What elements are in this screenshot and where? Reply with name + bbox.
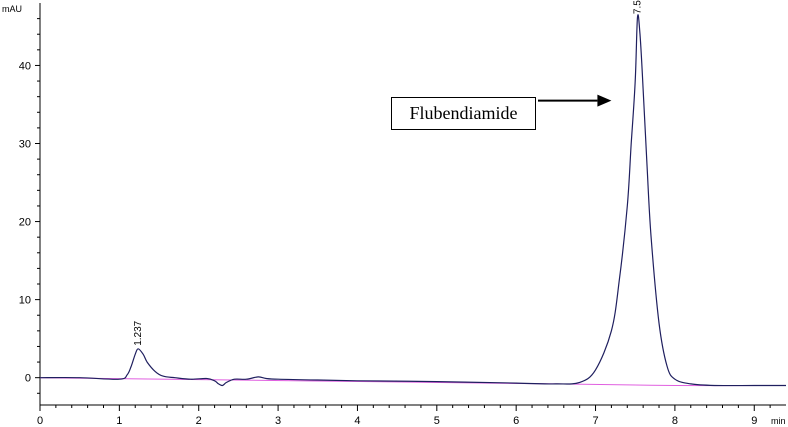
peak-labels: 1.237 7.529 — [133, 0, 643, 346]
x-tick-label: 4 — [354, 415, 360, 427]
signal-trace — [39, 14, 786, 387]
x-tick-label: 7 — [592, 415, 598, 427]
x-axis-ticks: 0 1 2 3 4 5 6 7 8 9 — [37, 405, 771, 427]
x-tick-label: 2 — [196, 415, 202, 427]
y-tick-label: 20 — [19, 217, 31, 229]
x-tick-label: 5 — [434, 415, 440, 427]
x-tick-label: 6 — [513, 415, 519, 427]
peak-retention-label: 7.529 — [633, 0, 644, 14]
chromatogram-traces — [39, 14, 787, 387]
y-tick-label: 0 — [25, 373, 31, 385]
callout-arrowhead — [597, 94, 612, 107]
peak-retention-label: 1.237 — [133, 320, 144, 345]
x-tick-label: 9 — [751, 415, 757, 427]
x-tick-label: 0 — [37, 415, 43, 427]
y-tick-label: 30 — [19, 139, 31, 151]
x-tick-label: 3 — [275, 415, 281, 427]
y-axis-ticks: 0 10 20 30 40 — [19, 18, 40, 394]
x-tick-label: 8 — [672, 415, 678, 427]
y-tick-label: 40 — [19, 60, 31, 72]
x-axis-unit-label: min — [771, 416, 786, 426]
y-tick-label: 10 — [19, 295, 31, 307]
x-tick-label: 1 — [116, 415, 122, 427]
flubendiamide-callout: Flubendiamide — [391, 97, 536, 130]
y-axis-unit-label: mAU — [2, 4, 22, 14]
